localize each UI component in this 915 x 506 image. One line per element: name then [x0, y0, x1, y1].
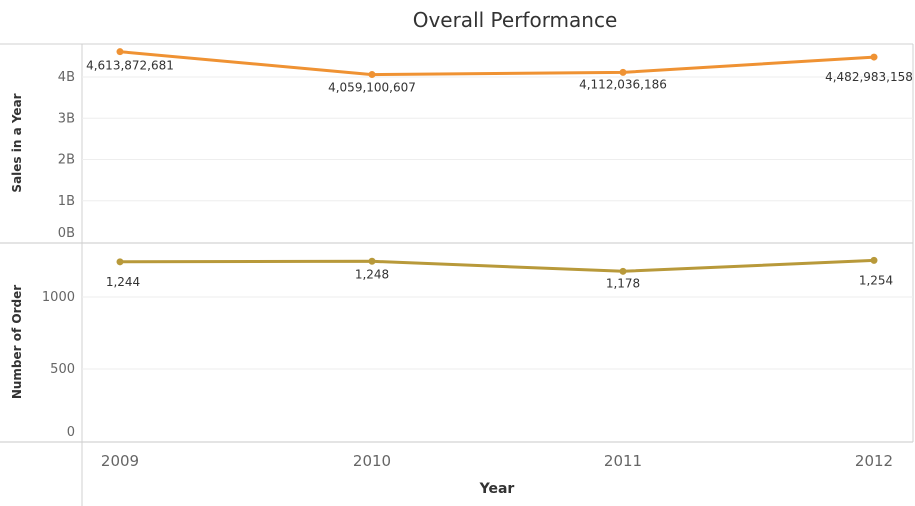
data-point [870, 53, 878, 61]
sales-panel: 0B 1B 2B 3B 4B Sales in a Year 4,613,872,681 4,… [10, 48, 913, 241]
y-tick-label: 0 [67, 425, 75, 440]
y-axis-title: Sales in a Year [10, 93, 24, 192]
y-axis-title: Number of Order [10, 285, 24, 399]
data-label: 4,059,100,607 [328, 81, 416, 95]
y-tick-label: 1B [58, 194, 75, 209]
data-point [116, 48, 124, 56]
chart-frame [0, 43, 914, 506]
series-line [119, 258, 875, 273]
x-tick-label: 2011 [604, 452, 642, 470]
y-tick-label: 1000 [42, 290, 75, 305]
data-point [368, 71, 376, 79]
x-tick-label: 2012 [855, 452, 893, 470]
x-tick-label: 2009 [101, 452, 139, 470]
data-point [870, 256, 878, 264]
data-label: 4,482,983,158 [825, 70, 913, 84]
data-point [116, 258, 124, 266]
series-line [119, 50, 875, 77]
chart-title: Overall Performance [412, 8, 618, 32]
x-tick-label: 2010 [353, 452, 391, 470]
y-tick-label: 4B [58, 70, 75, 85]
data-label: 4,613,872,681 [86, 59, 174, 73]
y-tick-label: 2B [58, 153, 75, 168]
y-tick-label: 3B [58, 111, 75, 126]
data-label: 1,254 [859, 273, 893, 287]
orders-panel: 0 500 1000 Number of Order 1,244 1,248 1,178 1,… [10, 256, 913, 440]
y-tick-label: 500 [50, 362, 75, 377]
x-axis-title: Year [479, 481, 515, 497]
data-label: 1,248 [355, 267, 389, 281]
data-label: 1,178 [606, 276, 640, 290]
x-axis: 2009 2010 2011 2012 Year [101, 452, 893, 497]
data-point [368, 257, 376, 265]
data-label: 4,112,036,186 [579, 77, 667, 91]
data-point [619, 68, 627, 76]
data-label: 1,244 [106, 275, 140, 289]
y-tick-label: 0B [58, 226, 75, 241]
data-point [619, 267, 627, 275]
